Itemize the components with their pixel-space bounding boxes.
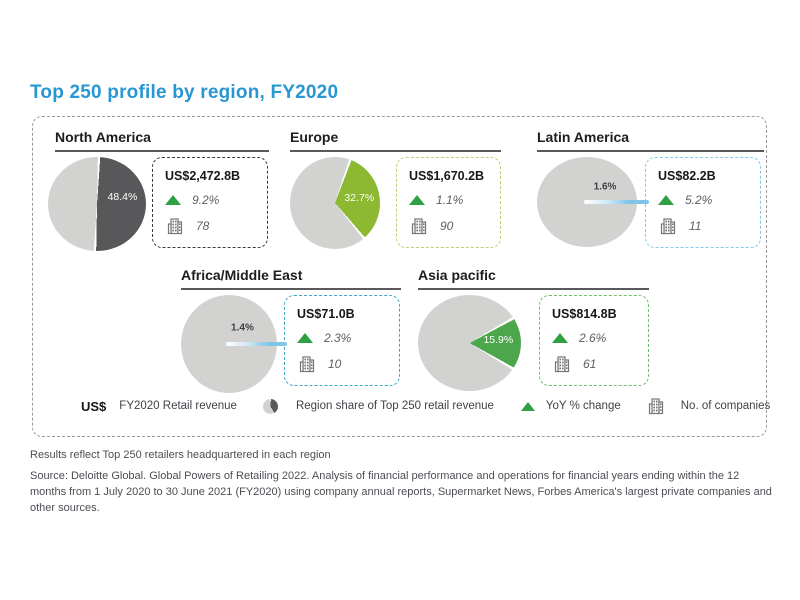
legend-companies-label: No. of companies xyxy=(680,400,771,412)
legend-revenue-label: FY2020 Retail revenue xyxy=(119,400,237,412)
legend: US$ FY2020 Retail revenue Region share o… xyxy=(81,396,770,416)
yoy-value: 2.6% xyxy=(579,330,607,345)
companies-icon xyxy=(660,218,676,235)
companies-icon xyxy=(648,398,663,415)
companies-count: 10 xyxy=(328,357,342,371)
legend-yoy-label: YoY % change xyxy=(545,400,621,412)
stats-box: US$2,472.8B 9.2% 78 xyxy=(152,157,268,248)
region-title: Latin America xyxy=(537,129,764,152)
yoy-up-triangle-icon xyxy=(520,401,535,411)
companies-count: 78 xyxy=(196,219,210,233)
yoy-value: 2.3% xyxy=(324,330,352,345)
companies-icon xyxy=(411,218,427,235)
region-title: Africa/Middle East xyxy=(181,267,401,290)
region-title: Asia pacific xyxy=(418,267,649,290)
revenue-value: US$814.8B xyxy=(552,307,617,321)
legend-share-label: Region share of Top 250 retail revenue xyxy=(295,400,494,412)
yoy-up-triangle-icon xyxy=(409,194,425,205)
companies-count: 61 xyxy=(583,357,597,371)
region-card-europe: Europe 32.7% US$1,670.2B 1.1% 90 xyxy=(290,129,501,249)
share-callout-line xyxy=(226,342,288,346)
footnote: Results reflect Top 250 retailers headqu… xyxy=(30,449,331,461)
region-share-pie-icon xyxy=(262,398,278,414)
pie-africa-middle-east: 1.4% xyxy=(181,295,288,393)
revenue-value: US$71.0B xyxy=(297,307,355,321)
pie-asia-pacific: 15.9% xyxy=(418,295,521,391)
region-card-north-america: North America 48.4% US$2,472.8B 9.2% 78 xyxy=(48,129,269,251)
yoy-up-triangle-icon xyxy=(658,194,674,205)
share-callout-line xyxy=(584,200,649,204)
pie-share-label: 15.9% xyxy=(483,334,514,347)
companies-icon xyxy=(299,356,315,373)
pie-share-label: 48.4% xyxy=(107,191,138,204)
companies-icon xyxy=(167,218,183,235)
region-card-latin-america: Latin America 1.6% US$82.2B 5.2% 11 xyxy=(537,129,764,248)
yoy-value: 9.2% xyxy=(192,192,220,207)
region-card-asia-pacific: Asia pacific 15.9% US$814.8B 2.6% 61 xyxy=(418,267,649,391)
revenue-value: US$2,472.8B xyxy=(165,169,241,183)
legend-currency-label: US$ xyxy=(81,398,107,414)
region-title: North America xyxy=(55,129,269,152)
revenue-value: US$82.2B xyxy=(658,169,716,183)
pie-share-label: 1.6% xyxy=(593,181,617,193)
source-note: Source: Deloitte Global. Global Powers o… xyxy=(30,470,772,514)
region-title: Europe xyxy=(290,129,501,152)
companies-icon xyxy=(554,356,570,373)
stats-box: US$82.2B 5.2% 11 xyxy=(645,157,761,248)
yoy-value: 1.1% xyxy=(436,192,464,207)
pie-europe: 32.7% xyxy=(290,157,380,249)
region-card-africa-middle-east: Africa/Middle East 1.4% US$71.0B 2.3% 10 xyxy=(181,267,401,393)
stats-box: US$814.8B 2.6% 61 xyxy=(539,295,649,386)
yoy-up-triangle-icon xyxy=(165,194,181,205)
yoy-value: 5.2% xyxy=(685,192,713,207)
pie-latin-america: 1.6% xyxy=(537,157,649,247)
revenue-value: US$1,670.2B xyxy=(409,169,485,183)
page-title: Top 250 profile by region, FY2020 xyxy=(30,82,339,103)
pie-share-label: 32.7% xyxy=(344,192,375,205)
companies-count: 11 xyxy=(689,219,702,233)
chart-panel: North America 48.4% US$2,472.8B 9.2% 78 … xyxy=(32,116,770,437)
stats-box: US$1,670.2B 1.1% 90 xyxy=(396,157,501,248)
pie-north-america: 48.4% xyxy=(48,157,146,251)
stats-box: US$71.0B 2.3% 10 xyxy=(284,295,400,386)
yoy-up-triangle-icon xyxy=(297,332,313,343)
yoy-up-triangle-icon xyxy=(552,332,568,343)
pie-share-label: 1.4% xyxy=(231,322,254,334)
companies-count: 90 xyxy=(440,219,454,233)
